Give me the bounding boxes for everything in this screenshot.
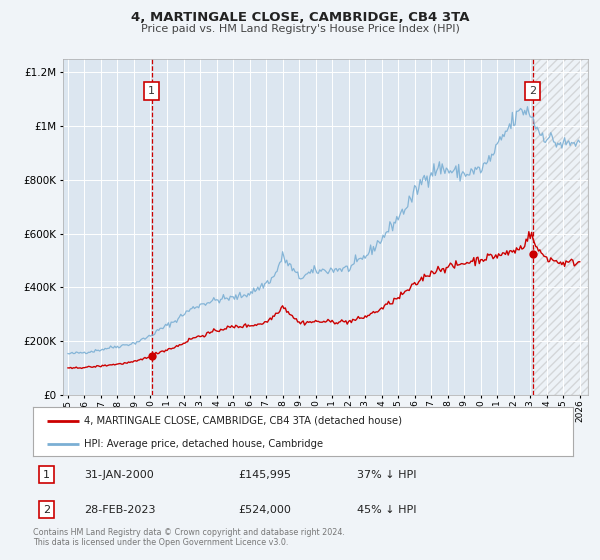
Text: £524,000: £524,000 bbox=[238, 505, 291, 515]
Text: 2: 2 bbox=[43, 505, 50, 515]
Text: 4, MARTINGALE CLOSE, CAMBRIDGE, CB4 3TA: 4, MARTINGALE CLOSE, CAMBRIDGE, CB4 3TA bbox=[131, 11, 469, 24]
Text: 45% ↓ HPI: 45% ↓ HPI bbox=[357, 505, 416, 515]
Text: 2: 2 bbox=[529, 86, 536, 96]
Text: £145,995: £145,995 bbox=[238, 470, 291, 480]
Text: This data is licensed under the Open Government Licence v3.0.: This data is licensed under the Open Gov… bbox=[33, 538, 289, 547]
Text: Price paid vs. HM Land Registry's House Price Index (HPI): Price paid vs. HM Land Registry's House … bbox=[140, 24, 460, 34]
Text: 28-FEB-2023: 28-FEB-2023 bbox=[84, 505, 156, 515]
Text: 1: 1 bbox=[43, 470, 50, 480]
Text: 4, MARTINGALE CLOSE, CAMBRIDGE, CB4 3TA (detached house): 4, MARTINGALE CLOSE, CAMBRIDGE, CB4 3TA … bbox=[84, 416, 403, 426]
Text: Contains HM Land Registry data © Crown copyright and database right 2024.: Contains HM Land Registry data © Crown c… bbox=[33, 528, 345, 536]
Text: HPI: Average price, detached house, Cambridge: HPI: Average price, detached house, Camb… bbox=[84, 438, 323, 449]
Text: 37% ↓ HPI: 37% ↓ HPI bbox=[357, 470, 416, 480]
Text: 31-JAN-2000: 31-JAN-2000 bbox=[84, 470, 154, 480]
Text: 1: 1 bbox=[148, 86, 155, 96]
